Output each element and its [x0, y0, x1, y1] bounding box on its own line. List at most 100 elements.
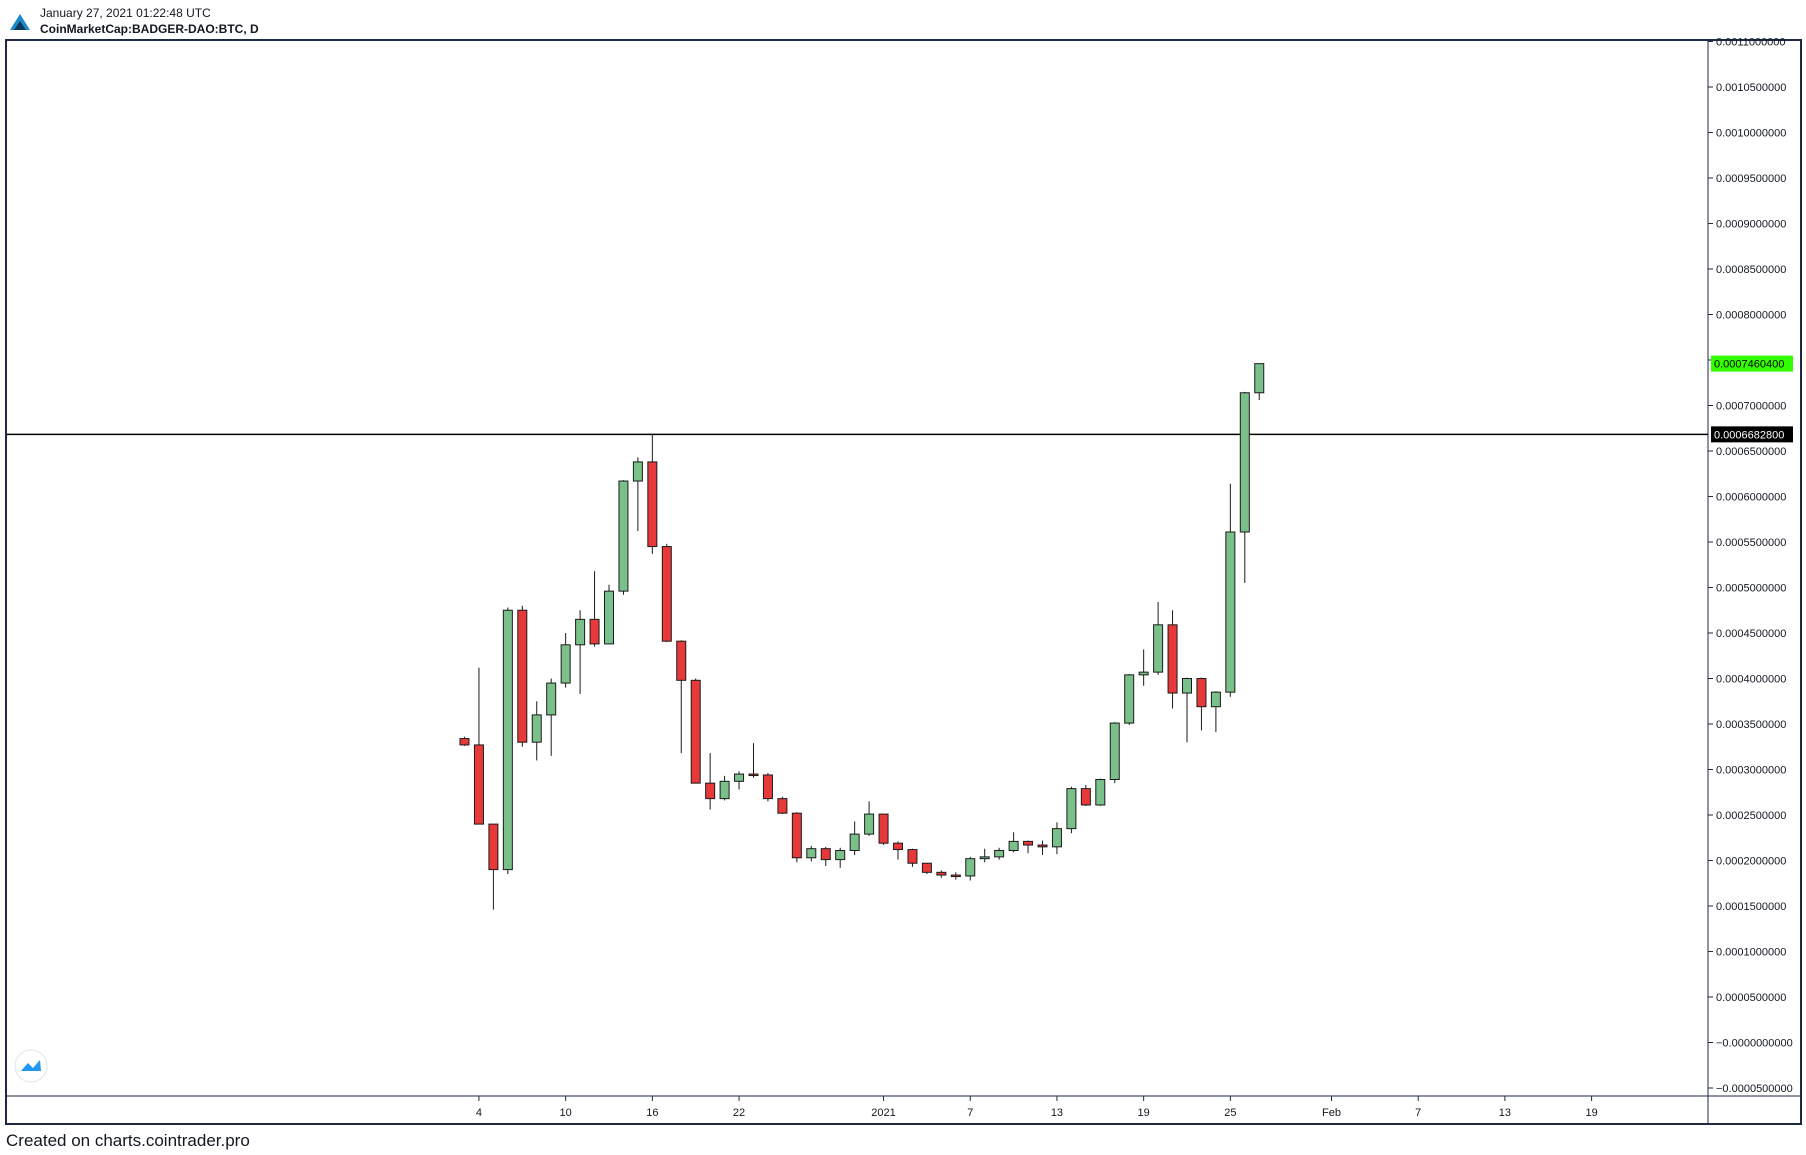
- y-tick-label: 0.0006000000: [1716, 492, 1786, 504]
- candle[interactable]: [632, 457, 643, 532]
- candle[interactable]: [618, 480, 629, 595]
- candle-body-up: [1124, 674, 1135, 724]
- price-axis[interactable]: 0.0011000000 0.0010500000 0.0010000000 0.00…: [1708, 37, 1793, 1096]
- candle[interactable]: [907, 848, 918, 867]
- chart-header: January 27, 2021 01:22:48 UTC CoinMarket…: [0, 0, 1806, 40]
- candle[interactable]: [921, 862, 932, 875]
- candle[interactable]: [864, 801, 875, 836]
- candle[interactable]: [488, 823, 499, 910]
- candle-body-up: [1051, 828, 1062, 848]
- candle[interactable]: [589, 571, 600, 647]
- y-tick-label: 0.0001500000: [1716, 901, 1786, 913]
- candle[interactable]: [734, 771, 745, 790]
- candle[interactable]: [690, 678, 701, 784]
- candle[interactable]: [1008, 832, 1019, 853]
- candle[interactable]: [835, 847, 846, 868]
- candle-body-up: [1008, 840, 1019, 851]
- candle[interactable]: [762, 773, 773, 802]
- y-tick-label: 0.0002000000: [1716, 856, 1786, 868]
- candle[interactable]: [950, 872, 961, 880]
- candle[interactable]: [546, 678, 557, 756]
- x-tick-label: 25: [1224, 1107, 1236, 1119]
- candle[interactable]: [1153, 602, 1164, 675]
- candle[interactable]: [1254, 363, 1265, 401]
- y-tick-label: 0.0005500000: [1716, 537, 1786, 549]
- y-tick-label: 0.0004000000: [1716, 674, 1786, 686]
- candle-body-up: [1210, 691, 1221, 708]
- candle[interactable]: [820, 846, 831, 866]
- footer-credit: Created on charts.cointrader.pro: [6, 1131, 250, 1150]
- candle[interactable]: [936, 870, 947, 878]
- y-tick-label: 0.0002500000: [1716, 810, 1786, 822]
- candle-body-up: [806, 848, 817, 859]
- x-tick-label: 7: [1415, 1107, 1421, 1119]
- candle[interactable]: [531, 701, 542, 761]
- candle[interactable]: [1239, 391, 1250, 583]
- x-tick-label: 4: [476, 1107, 482, 1119]
- x-tick-label: 16: [646, 1107, 658, 1119]
- candle-body-down: [907, 849, 918, 864]
- x-tick-label: 19: [1138, 1107, 1150, 1119]
- candle-body-down: [936, 871, 947, 876]
- candle-body-down: [893, 842, 903, 851]
- candle[interactable]: [878, 813, 889, 846]
- candle[interactable]: [459, 736, 470, 746]
- candle[interactable]: [560, 633, 571, 688]
- candle[interactable]: [1210, 691, 1221, 733]
- candle[interactable]: [1051, 822, 1062, 855]
- candle-body-down: [921, 862, 932, 873]
- candle[interactable]: [791, 812, 802, 863]
- candlestick-chart[interactable]: 0.0011000000 0.0010500000 0.0010000000 0.00…: [0, 0, 1806, 1130]
- candle[interactable]: [1225, 483, 1236, 697]
- candle-body-down: [661, 546, 672, 642]
- candle[interactable]: [705, 753, 716, 810]
- candle[interactable]: [1037, 840, 1048, 856]
- candle[interactable]: [979, 848, 990, 863]
- candle[interactable]: [647, 434, 658, 554]
- candle[interactable]: [502, 607, 513, 875]
- time-axis[interactable]: 4 10 16 22 2021 7 13 19 25 Feb 7 13 19: [476, 1096, 1598, 1119]
- candle[interactable]: [748, 743, 759, 778]
- candle-body-down: [690, 679, 701, 784]
- candle[interactable]: [965, 856, 976, 881]
- candle[interactable]: [1167, 610, 1178, 709]
- x-tick-label: Feb: [1322, 1107, 1341, 1119]
- candle[interactable]: [1095, 778, 1106, 806]
- candle[interactable]: [1066, 786, 1077, 834]
- candle[interactable]: [1080, 784, 1091, 806]
- candle[interactable]: [994, 847, 1005, 860]
- candle[interactable]: [893, 841, 903, 860]
- candle[interactable]: [676, 640, 687, 754]
- candle[interactable]: [517, 605, 528, 747]
- candle[interactable]: [777, 796, 788, 815]
- tradingview-cloud-icon[interactable]: [14, 1049, 48, 1083]
- candle[interactable]: [806, 845, 817, 862]
- x-tick-label: 22: [733, 1107, 745, 1119]
- candle-body-down: [791, 812, 802, 859]
- y-tick-label: −0.0000500000: [1716, 1083, 1793, 1095]
- candle[interactable]: [1124, 673, 1135, 725]
- candle-body-down: [777, 798, 788, 814]
- candle-body-up: [604, 590, 614, 645]
- candle[interactable]: [604, 584, 614, 645]
- candle-body-down: [1167, 624, 1178, 694]
- candle[interactable]: [1023, 840, 1034, 854]
- candle[interactable]: [661, 543, 672, 643]
- candle-body-up: [502, 609, 513, 871]
- candle[interactable]: [1109, 722, 1120, 784]
- candle[interactable]: [1138, 649, 1149, 686]
- candle[interactable]: [719, 775, 730, 801]
- candle-body-up: [632, 461, 643, 482]
- candle-body-down: [1023, 840, 1034, 846]
- candle[interactable]: [1182, 677, 1192, 743]
- candle[interactable]: [473, 667, 484, 825]
- y-tick-label: −0.0000000000: [1716, 1038, 1793, 1050]
- y-tick-label: 0.0010500000: [1716, 82, 1786, 94]
- candle[interactable]: [575, 610, 586, 694]
- candle[interactable]: [849, 821, 860, 856]
- candle[interactable]: [1196, 677, 1207, 731]
- price-badges: 0.0006682800 0.0007460400: [1711, 355, 1793, 443]
- y-tick-label: 0.0009000000: [1716, 219, 1786, 231]
- x-tick-label: 7: [967, 1107, 973, 1119]
- y-tick-label: 0.0001000000: [1716, 947, 1786, 959]
